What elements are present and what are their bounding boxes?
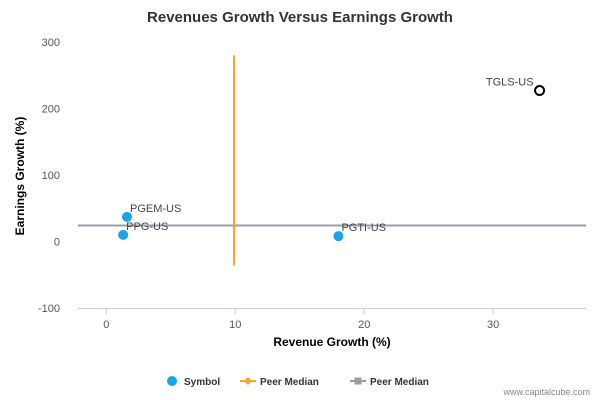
data-point[interactable] [121, 211, 132, 222]
x-tick-label: 30 [487, 319, 499, 331]
x-tick-label: 10 [229, 319, 241, 331]
peer-median-lines [78, 55, 586, 266]
data-point[interactable] [118, 229, 129, 240]
y-axis-title: Earnings Growth (%) [13, 117, 27, 236]
y-tick-label: 200 [42, 104, 60, 116]
legend-label: Symbol [184, 377, 220, 388]
credit-text: www.capitalcube.com [502, 387, 590, 397]
y-tick-label: -100 [38, 303, 60, 315]
data-point-labels: PGEM-US PPG-US PGTI-US TGLS-US [126, 77, 533, 235]
data-points [118, 85, 546, 242]
legend-label: Peer Median [260, 377, 319, 388]
legend-item[interactable]: Peer Median [240, 377, 319, 388]
x-tick-label: 20 [358, 319, 370, 331]
legend-item[interactable]: Symbol [167, 376, 220, 388]
data-point-label: PGEM-US [130, 203, 181, 215]
data-point-label: PPG-US [126, 221, 168, 233]
data-point-label: PGTI-US [341, 222, 386, 234]
legend: Symbol Peer Median Peer Median [167, 376, 429, 388]
legend-diamond-icon [244, 377, 252, 385]
data-point[interactable] [534, 85, 546, 97]
legend-item[interactable]: Peer Median [350, 377, 429, 388]
x-axis-ticks: 0 10 20 30 [103, 308, 499, 331]
legend-symbol-dot-icon [167, 376, 177, 386]
y-tick-label: 0 [54, 237, 60, 249]
legend-label: Peer Median [370, 377, 429, 388]
data-point-label: TGLS-US [486, 77, 534, 89]
y-axis-ticks: -100 0 100 200 300 [38, 37, 60, 315]
y-tick-label: 300 [42, 37, 60, 49]
y-tick-label: 100 [42, 170, 60, 182]
data-point[interactable] [333, 231, 344, 242]
legend-square-icon [354, 377, 362, 385]
chart-title: Revenues Growth Versus Earnings Growth [147, 9, 453, 26]
x-axis-title: Revenue Growth (%) [273, 335, 390, 349]
x-tick-label: 0 [103, 319, 109, 331]
